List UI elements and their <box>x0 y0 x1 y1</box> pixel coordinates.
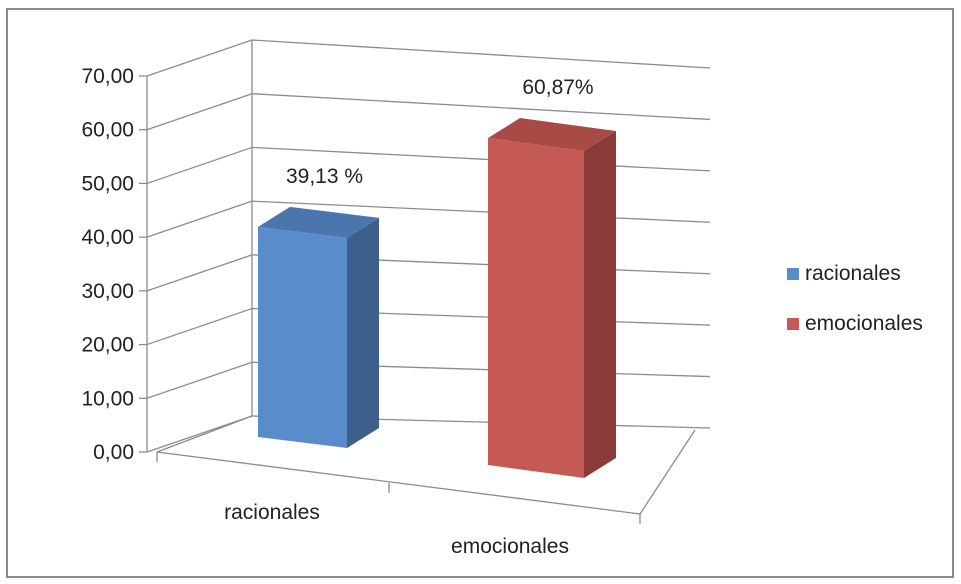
y-tick-label: 30,00 <box>81 280 134 303</box>
y-tick-label: 50,00 <box>81 172 134 195</box>
bar-racionales: 39,13 % <box>258 165 379 448</box>
gridline-left-wall <box>146 146 253 185</box>
x-axis-line <box>156 451 641 515</box>
bars: 39,13 % 60,87% <box>258 76 616 478</box>
y-tick-label: 40,00 <box>81 226 134 249</box>
bar-front <box>258 226 347 448</box>
legend: racionales emocionales <box>787 262 923 335</box>
data-label: 60,87% <box>522 76 593 99</box>
x-axis-labels: racionales emocionales <box>224 501 569 558</box>
bar-side <box>347 217 379 448</box>
bar-front <box>488 138 584 478</box>
gridline-left-wall <box>146 307 253 346</box>
legend-label: racionales <box>805 262 901 285</box>
legend-swatch <box>787 318 799 330</box>
gridline-left-wall <box>146 254 253 292</box>
axes <box>146 40 696 524</box>
y-tick-label: 0,00 <box>93 441 134 464</box>
gridline-back-wall <box>251 146 711 172</box>
bar-top <box>488 118 616 152</box>
legend-label: emocionales <box>805 312 923 335</box>
gridline-left-wall <box>146 200 253 238</box>
chart-frame <box>6 8 954 578</box>
y-tick-label: 60,00 <box>81 119 134 142</box>
gridline-back-wall <box>251 39 711 69</box>
legend-swatch <box>787 268 799 280</box>
data-label: 39,13 % <box>286 165 363 188</box>
gridline-left-wall <box>146 93 253 131</box>
bar-top <box>258 206 379 238</box>
y-tick-label: 20,00 <box>81 334 134 357</box>
bar-side <box>584 131 616 478</box>
floor-left-edge <box>156 415 253 453</box>
gridlines <box>146 39 711 453</box>
x-tick-label: racionales <box>224 501 320 524</box>
gridline-back-wall <box>251 93 711 121</box>
bar-emocionales: 60,87% <box>488 76 616 478</box>
y-tick-label: 10,00 <box>81 387 134 410</box>
gridline-left-wall <box>146 39 253 77</box>
y-axis-ticks: 0,00 10,00 20,00 30,00 40,00 50,00 60,00 70,00 <box>81 65 147 464</box>
x-tick-label: emocionales <box>451 535 569 558</box>
gridline-back-wall <box>251 200 711 223</box>
y-tick-label: 70,00 <box>81 65 134 88</box>
floor-right-edge <box>639 429 696 515</box>
gridline-left-wall <box>146 361 253 399</box>
